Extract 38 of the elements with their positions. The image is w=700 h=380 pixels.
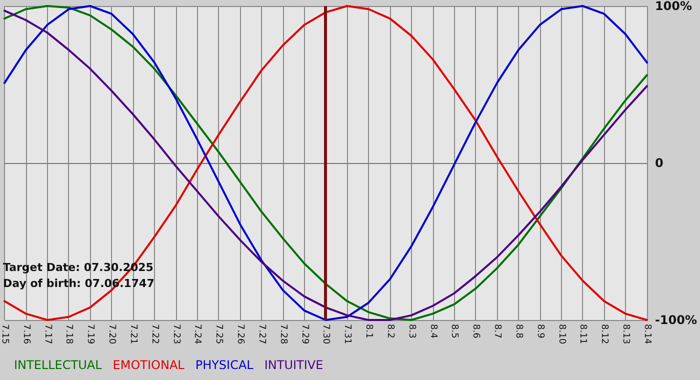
text: EMOTIONAL — [112, 358, 185, 372]
y-tick-label: 100% — [654, 0, 692, 13]
x-tick-label: 7.23 — [170, 324, 181, 344]
x-tick-label: 7.31 — [342, 324, 352, 344]
x-tick-label: 8.2 — [384, 324, 395, 338]
x-tick-label: 7.21 — [128, 324, 138, 344]
x-tick-label: 8.8 — [513, 324, 524, 339]
x-tick-label: 7.27 — [256, 324, 266, 344]
x-tick-label: 8.7 — [492, 324, 502, 338]
x-tick-label: 8.14 — [642, 324, 652, 344]
x-tick-label: 7.30 — [320, 324, 331, 344]
x-tick-label: 8.11 — [578, 324, 588, 344]
x-tick-label: 8.10 — [556, 324, 566, 344]
x-tick-label: 8.3 — [406, 324, 416, 338]
text: PHYSICAL — [195, 358, 254, 372]
x-tick-label: 8.5 — [449, 324, 460, 338]
x-tick-label: 8.9 — [534, 324, 545, 339]
x-tick-label: 7.26 — [235, 324, 246, 344]
x-tick-label: 7.20 — [106, 324, 117, 344]
text: INTELLECTUAL — [14, 358, 102, 372]
x-tick-label: 8.4 — [428, 324, 438, 339]
x-tick-label: 7.28 — [278, 324, 288, 344]
x-tick-label: 7.16 — [20, 324, 31, 344]
x-tick-label: 7.17 — [42, 324, 52, 344]
x-tick-label: 7.15 — [0, 324, 10, 344]
y-tick-label: -100% — [654, 313, 698, 327]
y-tick-label: 0 — [654, 156, 664, 170]
x-tick-label: 8.13 — [620, 324, 631, 344]
x-tick-label: 7.29 — [299, 324, 310, 344]
x-tick-label: 8.1 — [364, 324, 374, 338]
x-tick-label: 7.25 — [214, 324, 224, 344]
x-tick-label: 8.12 — [599, 324, 610, 344]
x-tick-label: 7.24 — [192, 324, 202, 344]
x-tick-label: 7.18 — [64, 324, 74, 344]
x-tick-label: 7.19 — [85, 324, 96, 344]
x-tick-label: 7.22 — [149, 324, 160, 344]
x-tick-label: 8.6 — [470, 324, 481, 339]
text: INTUITIVE — [264, 358, 324, 372]
